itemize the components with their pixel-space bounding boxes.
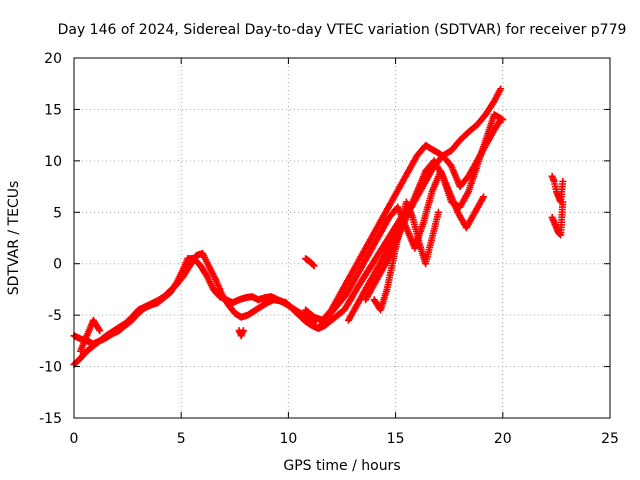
y-tick-label: -10 xyxy=(39,360,62,376)
x-tick-label: 25 xyxy=(601,431,619,447)
data-point xyxy=(96,327,104,335)
y-tick-label: 20 xyxy=(44,51,62,67)
data-point xyxy=(310,262,318,270)
y-tick-label: 15 xyxy=(44,102,62,118)
axis-ticks xyxy=(73,57,611,419)
data-point xyxy=(239,327,247,335)
y-tick-label: -15 xyxy=(39,411,62,427)
tick-labels: 0 5 10 15 20 25 -15 -10 -5 0 5 10 15 20 xyxy=(39,51,619,447)
x-tick-label: 10 xyxy=(279,431,297,447)
data-point xyxy=(559,177,567,185)
data-point xyxy=(497,85,505,93)
chart-title: Day 146 of 2024, Sidereal Day-to-day VTE… xyxy=(58,22,627,38)
x-axis-label: GPS time / hours xyxy=(283,458,400,474)
y-tick-label: 5 xyxy=(53,205,62,221)
y-tick-label: -5 xyxy=(48,308,62,324)
data-points xyxy=(70,85,567,369)
y-tick-label: 10 xyxy=(44,154,62,170)
x-tick-label: 0 xyxy=(70,431,79,447)
data-point xyxy=(309,261,317,269)
plot-frame xyxy=(73,57,611,419)
x-tick-label: 15 xyxy=(387,431,405,447)
y-tick-label: 0 xyxy=(53,257,62,273)
grid xyxy=(74,58,610,418)
x-tick-label: 20 xyxy=(494,431,512,447)
data-point xyxy=(559,198,567,206)
y-axis-label: SDTVAR / TECUs xyxy=(6,181,22,296)
data-point xyxy=(556,230,564,238)
data-point xyxy=(499,116,507,124)
data-point xyxy=(95,325,103,333)
data-point xyxy=(480,193,488,201)
x-tick-label: 5 xyxy=(177,431,186,447)
data-point xyxy=(434,208,442,216)
